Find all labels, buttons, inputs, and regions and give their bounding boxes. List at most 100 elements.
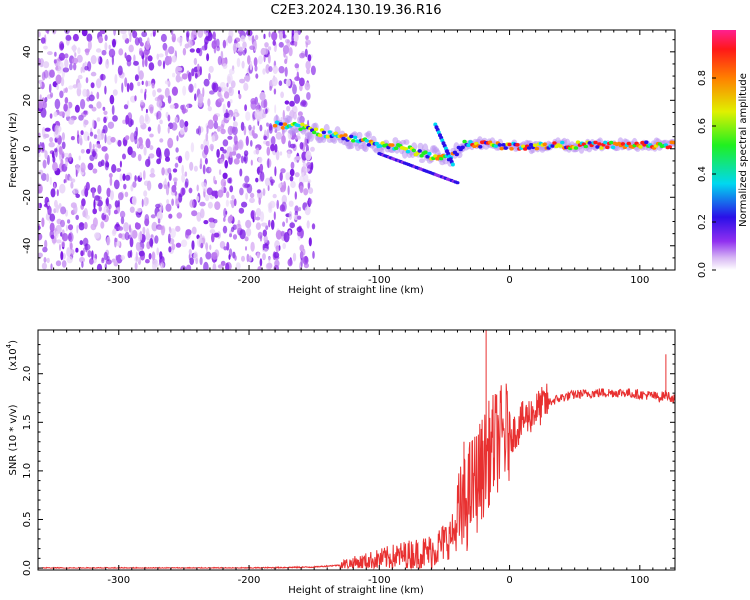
- spectrogram-noise-speck: [246, 253, 250, 263]
- spectrogram-noise-speck: [148, 252, 152, 260]
- spectrogram-noise-speck: [227, 125, 234, 136]
- spectrogram-noise-speck: [240, 121, 245, 131]
- spectrogram-noise-speck: [117, 139, 122, 147]
- spectrogram-noise-speck: [138, 250, 145, 257]
- spectrogram-noise-speck: [134, 95, 137, 102]
- spectrogram-noise-speck: [97, 161, 103, 168]
- spectrogram-noise-speck: [135, 242, 141, 251]
- signal-track-core: [374, 141, 379, 146]
- spectrogram-noise-speck: [255, 147, 260, 155]
- spectrogram-noise-speck: [263, 235, 268, 243]
- spectrogram-noise-speck: [209, 244, 212, 251]
- spectrogram-noise-speck: [145, 138, 151, 149]
- spectrogram-noise-speck: [97, 128, 101, 135]
- spectrogram-noise-speck: [49, 113, 53, 119]
- spectrogram-noise-speck: [129, 237, 134, 248]
- spectrogram-noise-speck: [267, 185, 270, 192]
- spectrogram-noise-speck: [293, 32, 299, 42]
- spectrogram-noise-speck: [225, 199, 229, 207]
- spectrogram-noise-speck: [160, 33, 167, 43]
- signal-track-core: [609, 140, 614, 145]
- spectrogram-noise-speck: [139, 230, 143, 241]
- spectrogram-noise-speck: [129, 32, 132, 43]
- spectrogram-noise-speck: [249, 45, 256, 50]
- spectrogram-noise-speck: [272, 40, 276, 46]
- spectrogram-noise-speck: [191, 30, 198, 39]
- spectrogram-y-tick-label: -20: [22, 189, 33, 205]
- spectrogram-noise-speck: [263, 47, 269, 55]
- spectrogram-noise-speck: [54, 124, 59, 135]
- spectrogram-noise-speck: [299, 77, 305, 87]
- spectrogram-noise-speck: [144, 115, 151, 125]
- colorbar-gradient: [712, 30, 736, 270]
- spectrogram-noise-speck: [105, 59, 110, 69]
- spectrogram-noise-speck: [40, 107, 47, 118]
- spectrogram-noise-speck: [171, 198, 175, 206]
- spectrogram-noise-speck: [52, 161, 58, 172]
- spectrogram-noise-speck: [111, 55, 114, 66]
- signal-track-core: [366, 143, 372, 147]
- snr-y-label: SNR (10 * v/v): [8, 404, 19, 475]
- spectrogram-noise-speck: [228, 254, 231, 260]
- signal-track-core: [534, 146, 540, 151]
- spectrogram-noise-speck: [305, 35, 309, 41]
- spectrogram-noise-speck: [299, 142, 304, 150]
- spectrogram-noise-speck: [205, 132, 209, 142]
- spectrogram-noise-speck: [54, 148, 58, 153]
- spectrogram-noise-speck: [42, 159, 47, 169]
- spectrogram-noise-speck: [75, 247, 79, 253]
- spectrogram-noise-speck: [245, 111, 251, 121]
- spectrogram-noise-speck: [38, 225, 41, 230]
- signal-track-core: [343, 133, 348, 137]
- spectrogram-noise-speck: [208, 73, 211, 81]
- spectrogram-noise-speck: [92, 150, 97, 157]
- spectrogram-noise-speck: [163, 184, 168, 190]
- spectrogram-noise-speck: [294, 191, 297, 200]
- signal-track-core: [507, 142, 512, 147]
- spectrogram-noise-speck: [68, 117, 75, 125]
- spectrogram-y-tick-label: 0: [22, 146, 33, 152]
- spectrogram-noise-speck: [214, 201, 221, 211]
- spectrogram-noise-speck: [228, 86, 234, 97]
- spectrogram-noise-speck: [304, 206, 311, 216]
- spectrogram-noise-speck: [98, 36, 104, 44]
- spectrogram-noise-speck: [189, 48, 195, 53]
- spectrogram-noise-speck: [266, 128, 270, 139]
- spectrogram-noise-speck: [288, 211, 293, 221]
- spectrogram-noise-speck: [226, 82, 229, 88]
- spectrogram-noise-speck: [252, 125, 256, 131]
- spectrogram-noise-speck: [75, 193, 80, 198]
- spectrogram-noise-speck: [141, 31, 148, 38]
- spectrogram-noise-speck: [81, 261, 84, 268]
- spectrogram-noise-speck: [284, 58, 288, 64]
- signal-branch-mark: [450, 162, 455, 167]
- spectrogram-noise-speck: [165, 203, 172, 212]
- spectrogram-noise-speck: [250, 100, 257, 110]
- spectrogram-noise-speck: [297, 111, 303, 117]
- signal-track-core: [439, 156, 444, 161]
- spectrogram-noise-speck: [84, 110, 89, 116]
- spectrogram-noise-speck: [49, 213, 56, 222]
- spectrogram-noise-speck: [239, 229, 246, 240]
- spectrogram-noise-speck: [152, 31, 156, 37]
- spectrogram-noise-speck: [272, 193, 277, 199]
- spectrogram-noise-speck: [57, 61, 64, 71]
- spectrogram-noise-speck: [280, 185, 286, 193]
- spectrogram-noise-speck: [278, 183, 282, 188]
- spectrogram-noise-speck: [241, 255, 245, 262]
- spectrogram-noise-speck: [205, 251, 212, 260]
- spectrogram-noise-speck: [145, 108, 148, 114]
- spectrogram-noise-speck: [128, 224, 132, 233]
- spectrogram-noise-speck: [250, 241, 255, 252]
- signal-track-core: [526, 146, 532, 150]
- spectrogram-noise-speck: [255, 73, 259, 79]
- spectrogram-noise-speck: [199, 66, 202, 76]
- spectrogram-noise-speck: [288, 140, 291, 148]
- signal-track-core: [423, 150, 428, 154]
- spectrogram-noise-speck: [93, 199, 96, 210]
- spectrogram-noise-speck: [145, 158, 151, 168]
- snr-y-tick-label: 1.5: [22, 414, 33, 430]
- spectrogram-noise-speck: [128, 44, 134, 53]
- spectrogram-noise-speck: [235, 42, 241, 48]
- spectrogram-noise-speck: [104, 134, 107, 144]
